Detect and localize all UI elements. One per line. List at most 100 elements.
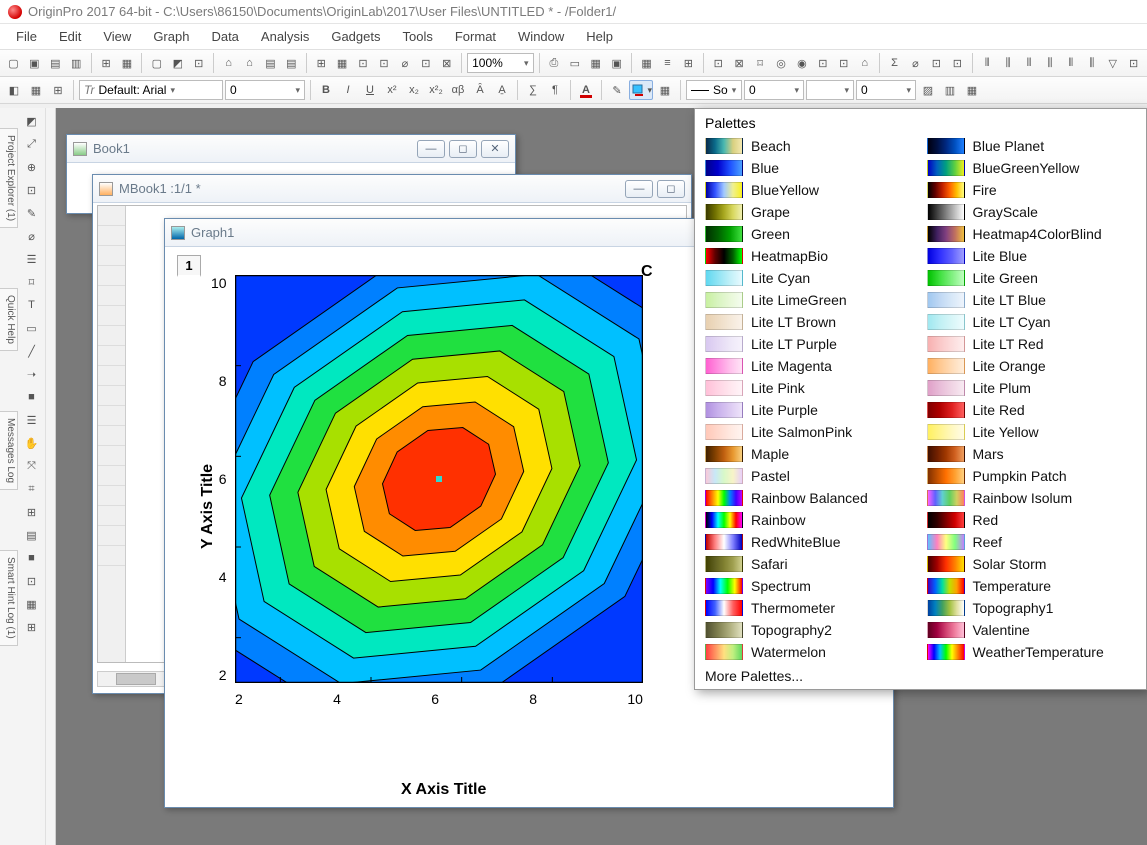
toolbar-icon[interactable]: ⊡ — [813, 53, 832, 73]
toolbar-icon[interactable]: ⌂ — [240, 53, 259, 73]
palette-item[interactable]: WeatherTemperature — [927, 641, 1137, 663]
toolbar-icon[interactable]: Σ — [885, 53, 904, 73]
palette-item[interactable]: Lite LT Cyan — [927, 311, 1137, 333]
toolbar-icon[interactable]: ▭ — [565, 53, 584, 73]
toolbar-icon[interactable]: ⊡ — [375, 53, 394, 73]
menu-help[interactable]: Help — [576, 26, 623, 47]
menu-tools[interactable]: Tools — [393, 26, 443, 47]
toolbar-icon[interactable]: ⊞ — [97, 53, 116, 73]
close-button[interactable]: ✕ — [481, 140, 509, 158]
palettes-popup[interactable]: Palettes BeachBlueBlueYellowGrapeGreenHe… — [694, 108, 1147, 690]
underline-button[interactable]: U — [360, 80, 380, 100]
window-book1-titlebar[interactable]: Book1 — ◻ ✕ — [67, 135, 515, 163]
contour-plot[interactable] — [235, 275, 643, 683]
font-size-combo[interactable]: 0▾ — [225, 80, 305, 100]
subscript-button[interactable]: x₂ — [404, 80, 424, 100]
menu-graph[interactable]: Graph — [143, 26, 199, 47]
palette-item[interactable]: Lite LT Blue — [927, 289, 1137, 311]
tool-icon[interactable]: ✋ — [21, 432, 43, 454]
menu-gadgets[interactable]: Gadgets — [321, 26, 390, 47]
palette-item[interactable]: Spectrum — [705, 575, 915, 597]
toolbar-icon[interactable]: ▦ — [26, 80, 46, 100]
fill-color-button[interactable]: ▾ — [629, 80, 653, 100]
palette-item[interactable]: Lite SalmonPink — [705, 421, 915, 443]
palette-item[interactable]: Red — [927, 509, 1137, 531]
toolbar-icon[interactable]: ⊠ — [437, 53, 456, 73]
menu-edit[interactable]: Edit — [49, 26, 91, 47]
toolbar-icon[interactable]: ⫴ — [978, 53, 997, 73]
tool-icon[interactable]: ✎ — [21, 202, 43, 224]
toolbar-icon[interactable]: ▣ — [607, 53, 626, 73]
font-increase-button[interactable]: Ȃ — [470, 80, 490, 100]
tool-icon[interactable]: ☰ — [21, 248, 43, 270]
tool-icon[interactable]: ▭ — [21, 317, 43, 339]
toolbar-icon[interactable]: ⌀ — [395, 53, 414, 73]
toolbar-icon[interactable]: ⌂ — [855, 53, 874, 73]
dock-tab[interactable]: Quick Help — [0, 288, 18, 351]
palette-item[interactable]: Beach — [705, 135, 915, 157]
toolbar-icon[interactable]: ▦ — [118, 53, 137, 73]
toolbar-icon[interactable]: ⫼ — [1040, 53, 1059, 73]
toolbar-icon[interactable]: ⫴ — [1061, 53, 1080, 73]
line-width2-combo[interactable]: 0▾ — [856, 80, 916, 100]
tool-icon[interactable]: ⌗ — [21, 478, 43, 500]
italic-button[interactable]: I — [338, 80, 358, 100]
toolbar-icon[interactable]: ⫼ — [1082, 53, 1101, 73]
font-color-button[interactable]: A — [576, 80, 596, 100]
palette-item[interactable]: Reef — [927, 531, 1137, 553]
toolbar-icon[interactable]: ⌀ — [906, 53, 925, 73]
toolbar-icon[interactable]: ⌑ — [751, 53, 770, 73]
maximize-button[interactable]: ◻ — [657, 180, 685, 198]
char-map-button[interactable]: ¶ — [545, 80, 565, 100]
hatch-button[interactable]: ▨ — [918, 80, 938, 100]
palette-item[interactable]: Fire — [927, 179, 1137, 201]
y-axis-title[interactable]: Y Axis Title — [199, 464, 217, 549]
toolbar-icon[interactable]: ⊡ — [416, 53, 435, 73]
tool-icon[interactable]: ⊞ — [21, 501, 43, 523]
palette-item[interactable]: Maple — [705, 443, 915, 465]
palette-item[interactable]: Grape — [705, 201, 915, 223]
palette-item[interactable]: Pumpkin Patch — [927, 465, 1137, 487]
palette-item[interactable]: Solar Storm — [927, 553, 1137, 575]
toolbar-icon[interactable]: ◩ — [168, 53, 187, 73]
toolbar-icon[interactable]: ▥ — [67, 53, 86, 73]
supersub-button[interactable]: x²₂ — [426, 80, 446, 100]
maximize-button[interactable]: ◻ — [449, 140, 477, 158]
palette-item[interactable]: Mars — [927, 443, 1137, 465]
palette-item[interactable]: Lite Pink — [705, 377, 915, 399]
dock-tab[interactable]: Messages Log — [0, 411, 18, 490]
tool-icon[interactable]: ➝ — [21, 363, 43, 385]
palette-item[interactable]: Topography1 — [927, 597, 1137, 619]
x-axis-title[interactable]: X Axis Title — [401, 781, 486, 799]
layer-tab[interactable]: 1 — [177, 255, 201, 277]
zoom-combo[interactable]: 100%▾ — [467, 53, 533, 73]
menu-format[interactable]: Format — [445, 26, 506, 47]
toolbar-icon[interactable]: ▣ — [25, 53, 44, 73]
palette-item[interactable]: Lite Blue — [927, 245, 1137, 267]
palette-item[interactable]: Lite LT Red — [927, 333, 1137, 355]
tool-icon[interactable]: ⤢ — [21, 133, 43, 155]
toolbar-icon[interactable]: ⊞ — [48, 80, 68, 100]
tool-icon[interactable]: ▦ — [21, 593, 43, 615]
toolbar-icon[interactable]: ▦ — [333, 53, 352, 73]
tool-icon[interactable]: ■ — [21, 547, 43, 569]
palette-item[interactable]: Lite Purple — [705, 399, 915, 421]
font-family-combo[interactable]: Tr Default: Arial ▾ — [79, 80, 223, 100]
palette-item[interactable]: Thermometer — [705, 597, 915, 619]
toolbar-icon[interactable]: ⊡ — [189, 53, 208, 73]
tool-icon[interactable]: ◩ — [21, 110, 43, 132]
toolbar-icon[interactable]: ⊡ — [1124, 53, 1143, 73]
palette-item[interactable]: Lite LimeGreen — [705, 289, 915, 311]
toolbar-icon[interactable]: ◎ — [772, 53, 791, 73]
tool-icon[interactable]: ⊕ — [21, 156, 43, 178]
tool-icon[interactable]: ☰ — [21, 409, 43, 431]
palette-item[interactable]: Lite Red — [927, 399, 1137, 421]
layers-button[interactable]: ▥ — [940, 80, 960, 100]
dock-tab[interactable]: Project Explorer (1) — [0, 128, 18, 228]
palette-item[interactable]: Lite Cyan — [705, 267, 915, 289]
menu-analysis[interactable]: Analysis — [251, 26, 319, 47]
menu-data[interactable]: Data — [201, 26, 248, 47]
palette-item[interactable]: Lite Plum — [927, 377, 1137, 399]
toolbar-icon[interactable]: ≡ — [658, 53, 677, 73]
line-style-combo[interactable]: So▾ — [686, 80, 742, 100]
